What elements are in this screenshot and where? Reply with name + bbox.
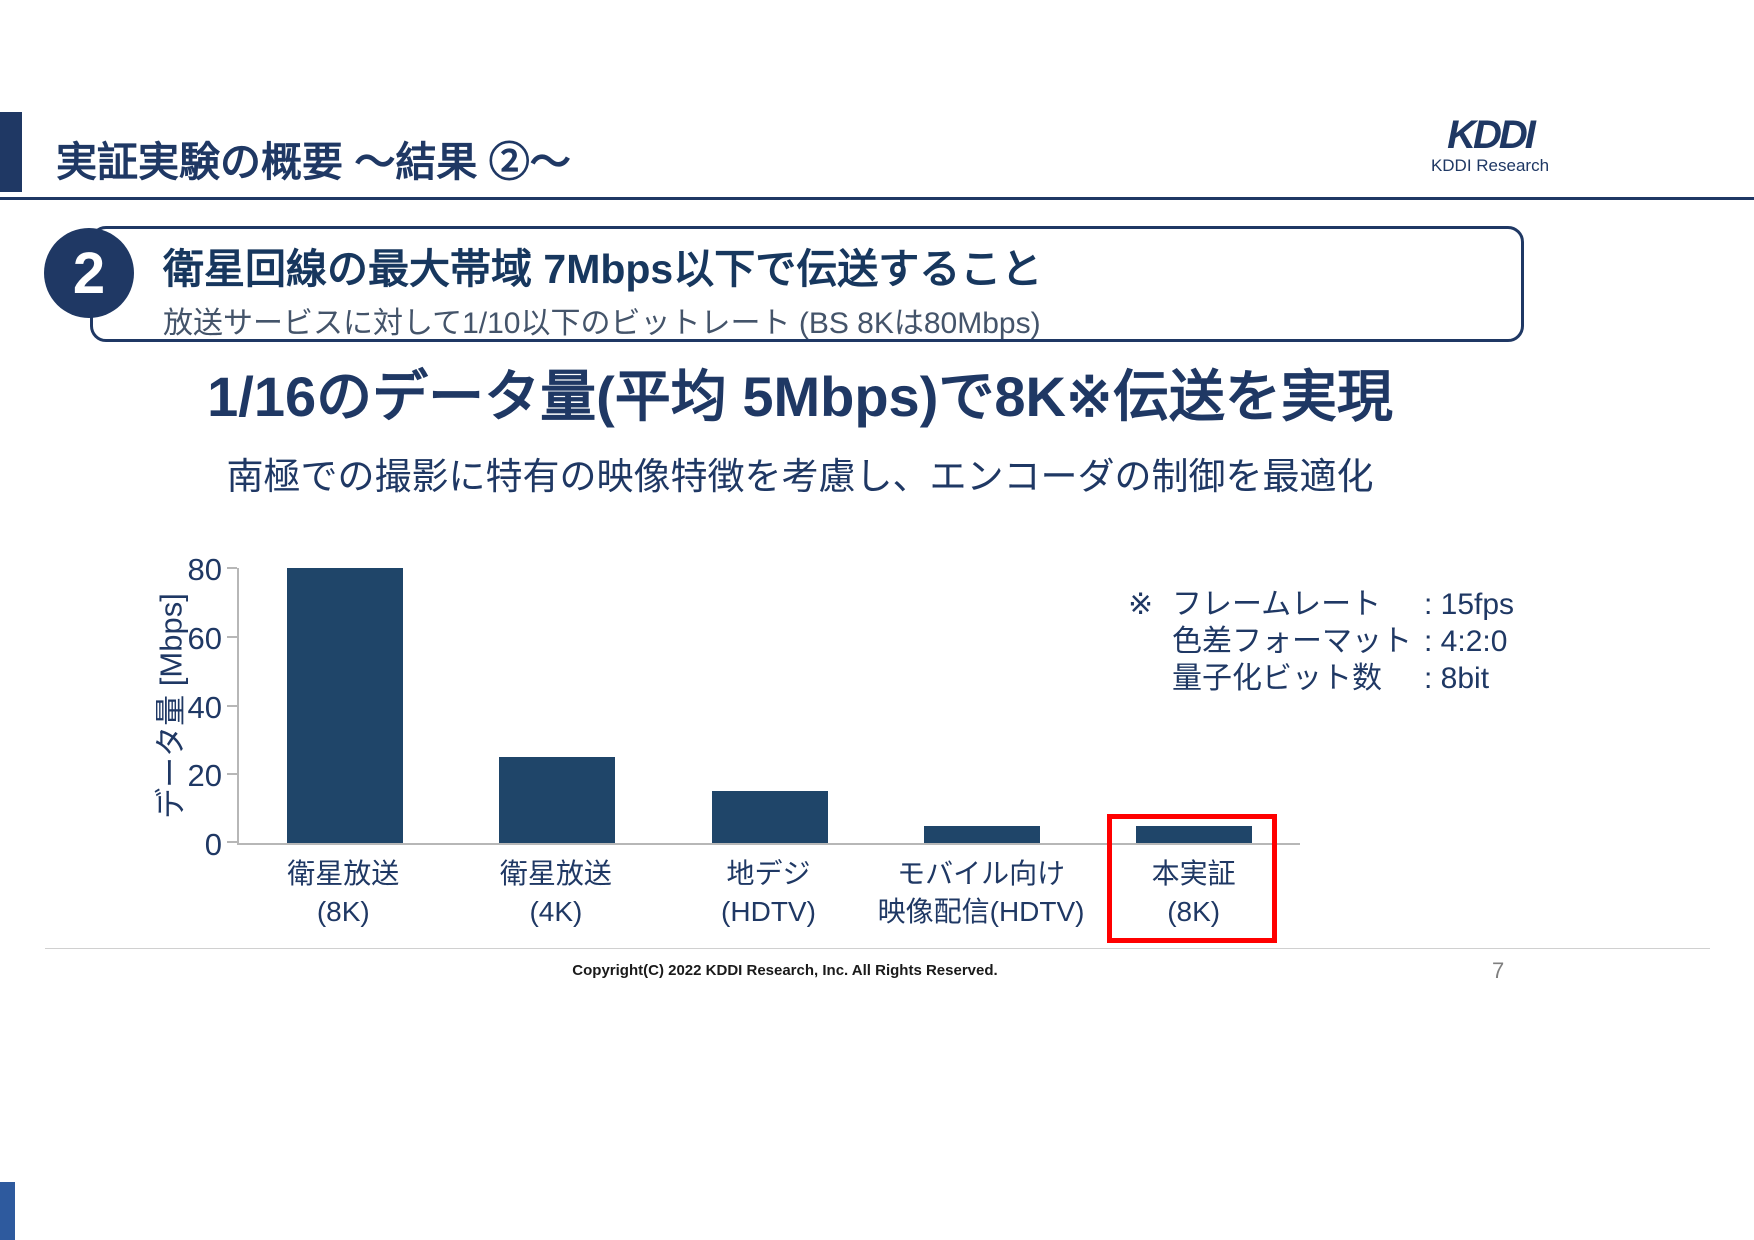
note-label: 色差フォーマット [1172,625,1412,658]
category-label: 本実証 (8K) [1151,858,1236,927]
y-tick-mark [227,704,237,707]
y-tick-mark [227,841,237,843]
bar-4 [923,825,1040,843]
footnote-specs: ※ フレームレート : 15fps 色差フォーマット : 4:2:0 量子化ビッ… [1128,586,1514,697]
y-tick-label: 60 [187,620,222,656]
reference-mark [1128,623,1172,660]
y-tick-mark [227,635,237,638]
note-row: 量子化ビット数 : 8bit [1128,660,1514,697]
kddi-logo: KDDI KDDI Research [1420,114,1560,176]
bottom-left-accent [0,1182,15,1240]
copyright: Copyright(C) 2022 KDDI Research, Inc. Al… [572,962,998,979]
category-label: 衛星放送 (4K) [499,858,612,927]
subheadline: 南極での撮影に特有の映像特徴を考慮し、エンコーダの制御を最適化 [226,456,1374,497]
point-heading: 衛星回線の最大帯域 7Mbps以下で伝送すること [163,246,1043,292]
headline: 1/16のデータ量(平均 5Mbps)で8K※伝送を実現 [207,365,1393,428]
y-tick-label: 80 [187,552,222,587]
point-box: 衛星回線の最大帯域 7Mbps以下で伝送すること 放送サービスに対して1/10以… [90,226,1524,342]
chart-bars [239,568,1300,843]
bar-slot [451,568,663,843]
note-value: : 4:2:0 [1424,625,1508,658]
point-number-badge: 2 [44,228,134,318]
note-value: : 8bit [1424,662,1490,695]
y-axis-tick-labels: 0 20 40 60 80 [150,553,222,862]
point-number: 2 [72,240,106,306]
category-label: 衛星放送 (8K) [287,858,400,927]
y-tick-mark [227,773,237,776]
note-value: : 15fps [1424,588,1515,621]
note-row: ※ フレームレート : 15fps [1128,586,1514,623]
reference-mark: ※ [1128,588,1154,621]
note-row: 色差フォーマット : 4:2:0 [1128,623,1514,660]
chart-category-labels: 衛星放送 (8K) 衛星放送 (4K) 地デジ (HDTV) モバイル向け 映像配信(HDTV… [237,855,1300,931]
note-label: 量子化ビット数 [1172,662,1382,695]
kddi-logo-text: KDDI [1447,113,1536,157]
reference-mark [1128,660,1172,697]
kddi-logo-subtext: KDDI Research [1430,156,1550,175]
bar-chart: 衛星放送 (8K) 衛星放送 (4K) 地デジ (HDTV) モバイル向け 映像配信(HDTV… [227,567,1300,943]
page-title: 実証実験の概要 ～結果 ②～ [56,139,571,185]
y-tick-label: 20 [187,758,222,794]
title-accent-bar [0,112,22,192]
bar-slot [239,568,451,843]
note-label: フレームレート [1172,588,1382,621]
bar-5 [1135,825,1252,843]
point-subtext: 放送サービスに対して1/10以下のビットレート (BS 8Kは80Mbps) [163,307,1041,340]
bar-slot [1088,568,1300,843]
bar-1 [287,568,404,843]
category-label: 地デジ (HDTV) [721,858,816,927]
header-divider [0,197,1754,200]
bar-slot [876,568,1088,843]
bar-slot [663,568,875,843]
bar-3 [711,791,828,843]
y-tick-label: 0 [204,827,222,862]
footer-divider [45,948,1710,949]
chart-plot-area [227,567,1300,845]
y-tick-label: 40 [187,689,222,725]
y-tick-mark [227,567,237,569]
highlight-box [1107,813,1277,943]
page-number: 7 [1492,958,1505,983]
bar-2 [499,757,616,843]
category-label: モバイル向け 映像配信(HDTV) [877,858,1085,927]
